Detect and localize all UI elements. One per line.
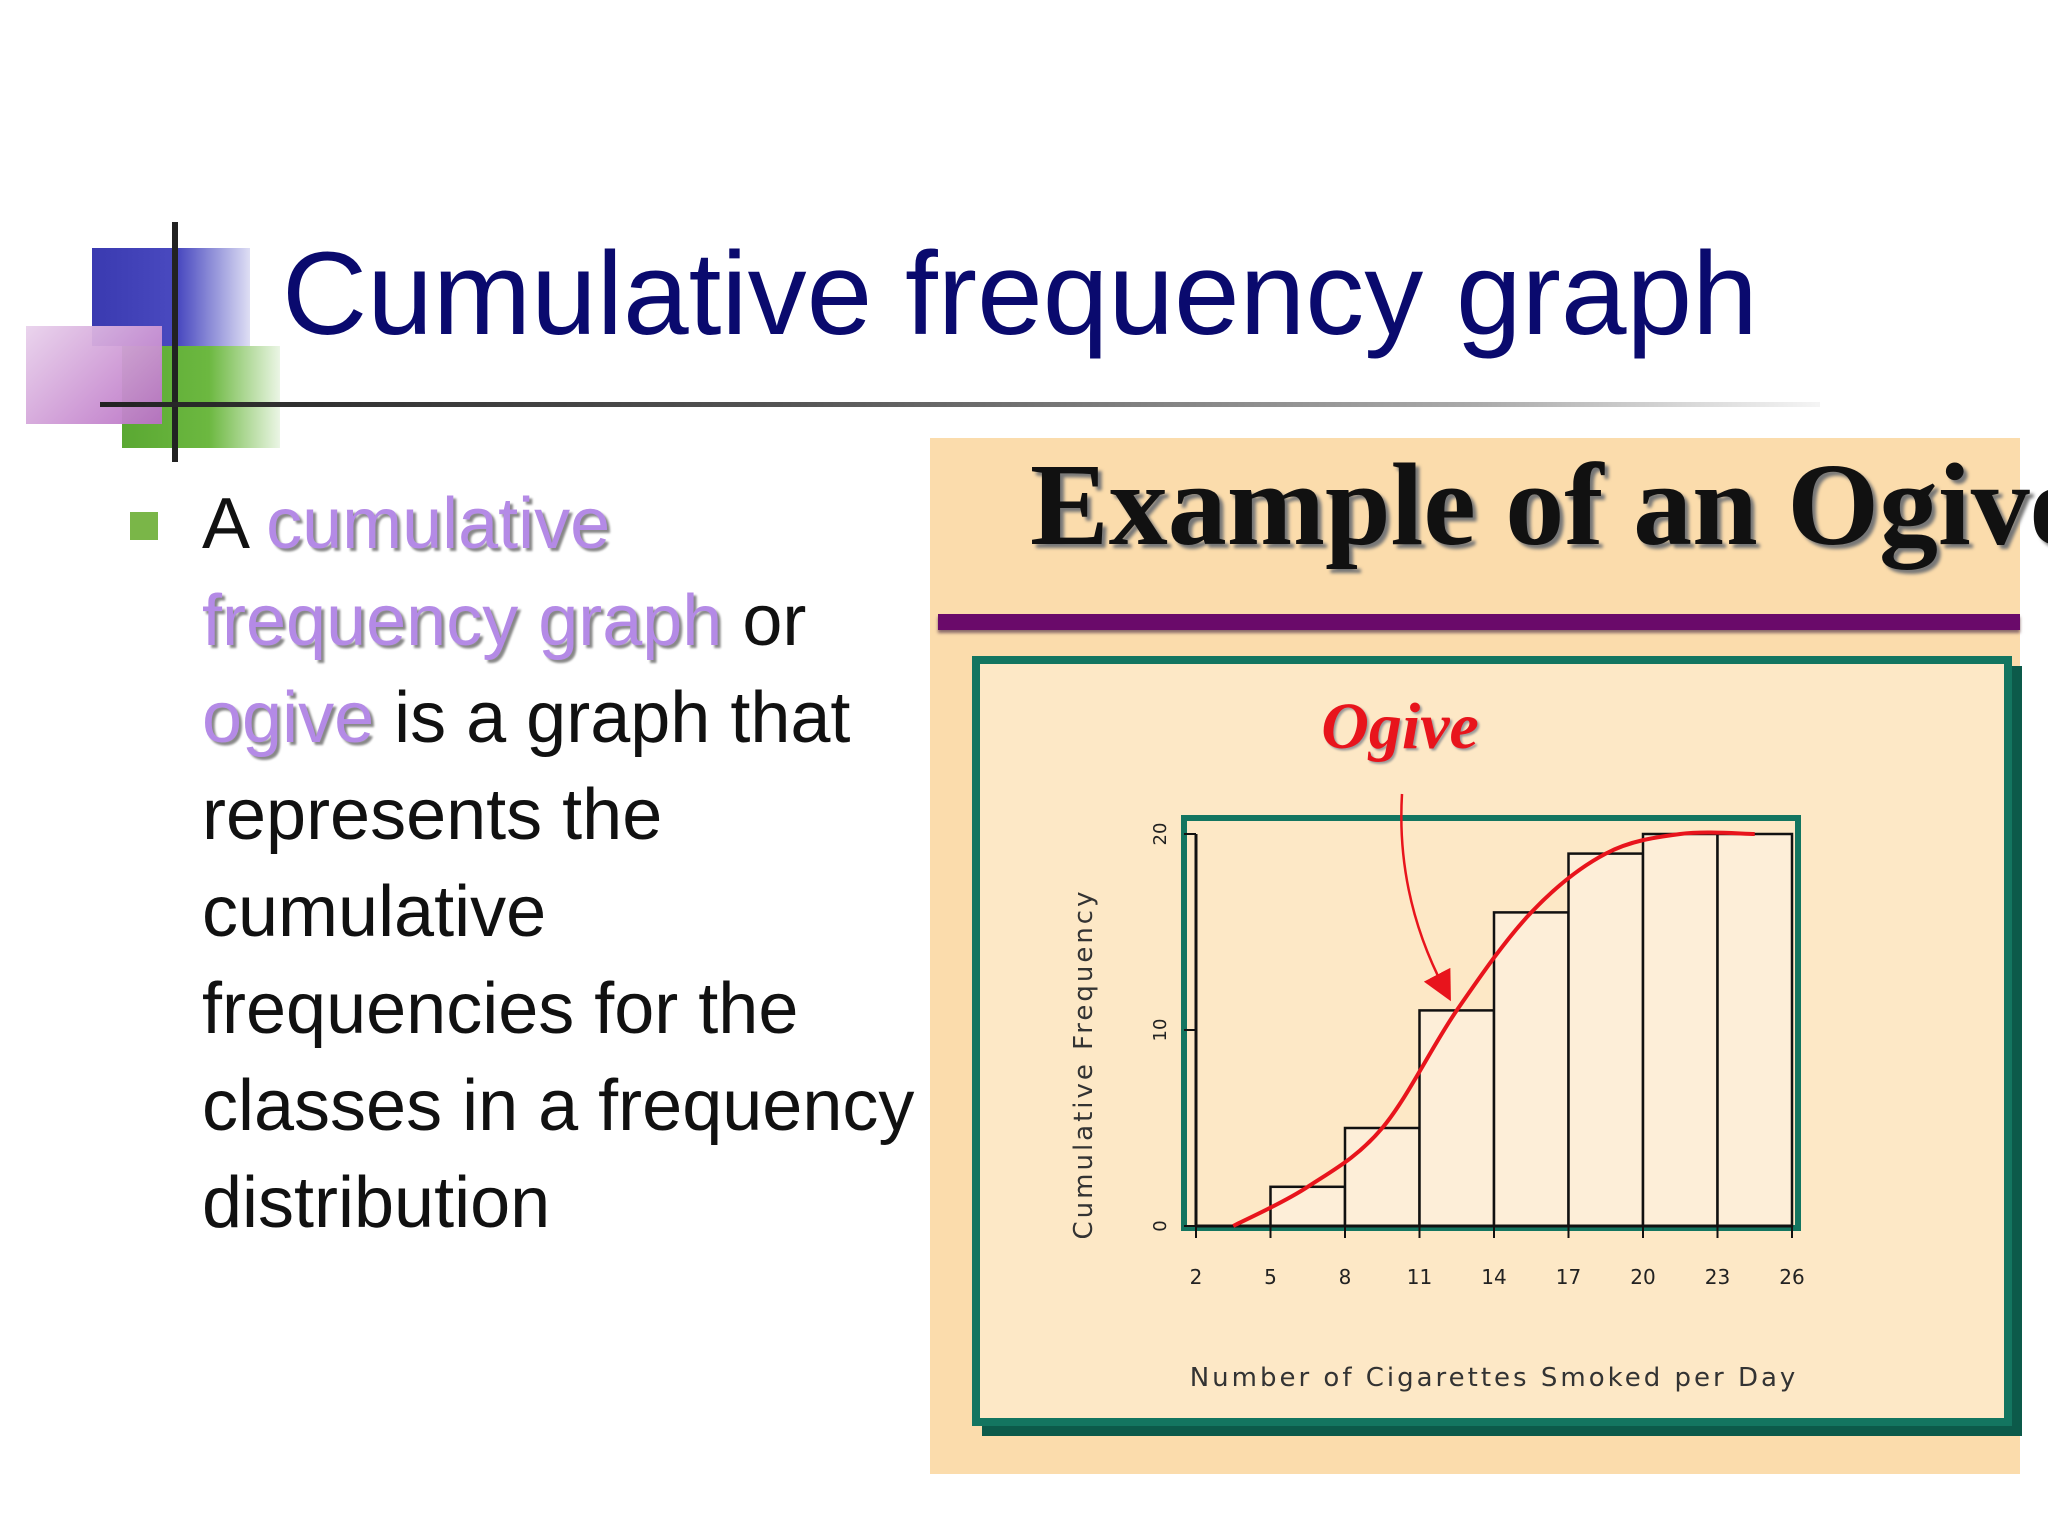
- annotation-ogive: Ogive: [1321, 690, 1479, 763]
- ogive-bar-6: [1641, 832, 1719, 1228]
- ogive-bar-1: [1269, 1185, 1347, 1228]
- bullet-text-rest: is a graph that represents the cumulativ…: [202, 678, 915, 1243]
- y-tick-label-10: 10: [1150, 1019, 1171, 1042]
- chart-title-rule: [938, 614, 2020, 630]
- ticks-group: 2 5 8 11 14 17 20 23 26 0 10 20: [1150, 823, 1805, 1289]
- term-ogive: ogive: [202, 678, 375, 758]
- y-tick-label-0: 0: [1150, 1220, 1171, 1231]
- term-cumulative-frequency-graph: cumulative frequency graph: [202, 484, 723, 661]
- decor-pink-square: [26, 326, 162, 424]
- x-tick-label-11: 11: [1407, 1265, 1432, 1289]
- x-tick-label-5: 5: [1264, 1265, 1277, 1289]
- ogive-chart: 2 5 8 11 14 17 20 23 26 0 10 20 Ogive Cumulative Fr…: [1069, 690, 1805, 1393]
- plot-border: [1181, 815, 1801, 1231]
- x-tick-label-8: 8: [1339, 1265, 1352, 1289]
- ogive-bar-3: [1418, 1009, 1496, 1228]
- ogive-bar-2: [1343, 1126, 1421, 1228]
- x-tick-label-26: 26: [1779, 1265, 1804, 1289]
- x-tick-label-14: 14: [1481, 1265, 1506, 1289]
- ogive-bar-5: [1567, 852, 1645, 1228]
- bullet-text-or: or: [722, 581, 807, 661]
- x-tick-label-20: 20: [1630, 1265, 1655, 1289]
- chart-frame: [972, 656, 2012, 1426]
- y-axis-label: Cumulative Frequency: [1069, 889, 1099, 1240]
- bullet-text-a: A: [202, 484, 267, 564]
- annotation-arrow: [1400, 793, 1451, 1002]
- decor-vertical-line: [172, 222, 178, 462]
- y-tick-label-20: 20: [1150, 823, 1171, 846]
- x-tick-label-23: 23: [1705, 1265, 1730, 1289]
- x-tick-label-2: 2: [1190, 1265, 1203, 1289]
- chart-title: Example of an Ogive: [1030, 439, 2048, 570]
- bars-group: [1269, 832, 1794, 1228]
- ogive-curve: [1232, 830, 1755, 1228]
- ogive-bar-7: [1716, 832, 1794, 1228]
- bullet-text: A cumulative frequency graph or ogive is…: [202, 476, 922, 1252]
- title-underline: [100, 402, 1820, 407]
- bullet-marker-icon: [130, 512, 158, 540]
- x-axis-label: Number of Cigarettes Smoked per Day: [1190, 1363, 1799, 1393]
- slide-title: Cumulative frequency graph: [282, 228, 1758, 360]
- ogive-bar-4: [1492, 911, 1570, 1228]
- x-tick-label-17: 17: [1556, 1265, 1581, 1289]
